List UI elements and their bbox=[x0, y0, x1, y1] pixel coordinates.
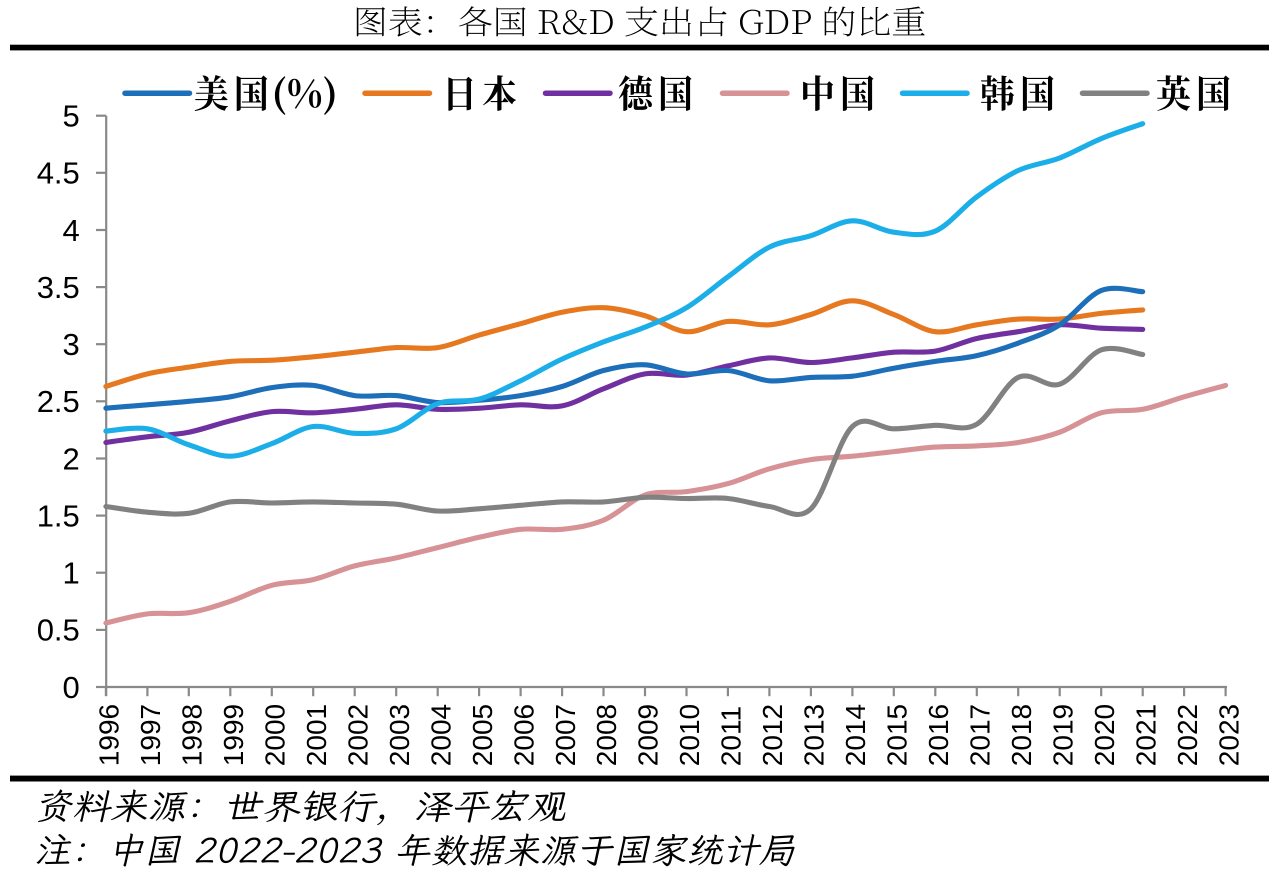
svg-text:2021: 2021 bbox=[1130, 704, 1161, 766]
svg-text:2020: 2020 bbox=[1089, 704, 1120, 766]
svg-text:1998: 1998 bbox=[177, 704, 208, 766]
svg-text:2013: 2013 bbox=[799, 704, 830, 766]
svg-text:5: 5 bbox=[63, 99, 80, 134]
svg-text:2003: 2003 bbox=[384, 704, 415, 766]
svg-text:2010: 2010 bbox=[674, 704, 705, 766]
svg-text:3: 3 bbox=[63, 327, 80, 362]
svg-text:2007: 2007 bbox=[550, 704, 581, 766]
svg-text:2000: 2000 bbox=[260, 704, 291, 766]
svg-text:2023: 2023 bbox=[1213, 704, 1244, 766]
svg-text:4: 4 bbox=[63, 213, 80, 248]
svg-text:0: 0 bbox=[63, 670, 80, 705]
svg-text:2012: 2012 bbox=[757, 704, 788, 766]
svg-text:2018: 2018 bbox=[1006, 704, 1037, 766]
svg-text:2: 2 bbox=[63, 441, 80, 476]
svg-text:1999: 1999 bbox=[218, 704, 249, 766]
svg-text:1996: 1996 bbox=[94, 704, 125, 766]
svg-text:2001: 2001 bbox=[301, 704, 332, 766]
svg-text:2008: 2008 bbox=[591, 704, 622, 766]
svg-text:2016: 2016 bbox=[923, 704, 954, 766]
svg-text:0.5: 0.5 bbox=[37, 613, 80, 648]
svg-text:1.5: 1.5 bbox=[37, 498, 80, 533]
svg-text:2014: 2014 bbox=[840, 704, 871, 766]
svg-text:1997: 1997 bbox=[135, 704, 166, 766]
svg-text:2004: 2004 bbox=[425, 704, 456, 766]
svg-text:4.5: 4.5 bbox=[37, 156, 80, 191]
svg-text:2.5: 2.5 bbox=[37, 384, 80, 419]
svg-text:3.5: 3.5 bbox=[37, 270, 80, 305]
svg-text:2022: 2022 bbox=[1172, 704, 1203, 766]
svg-text:2017: 2017 bbox=[965, 704, 996, 766]
svg-text:2011: 2011 bbox=[716, 706, 747, 766]
svg-text:2006: 2006 bbox=[508, 704, 539, 766]
svg-text:2002: 2002 bbox=[342, 704, 373, 766]
svg-text:2009: 2009 bbox=[633, 704, 664, 766]
svg-text:2005: 2005 bbox=[467, 704, 498, 766]
svg-text:2019: 2019 bbox=[1047, 704, 1078, 766]
svg-text:1: 1 bbox=[63, 556, 80, 591]
svg-text:2015: 2015 bbox=[882, 704, 913, 766]
